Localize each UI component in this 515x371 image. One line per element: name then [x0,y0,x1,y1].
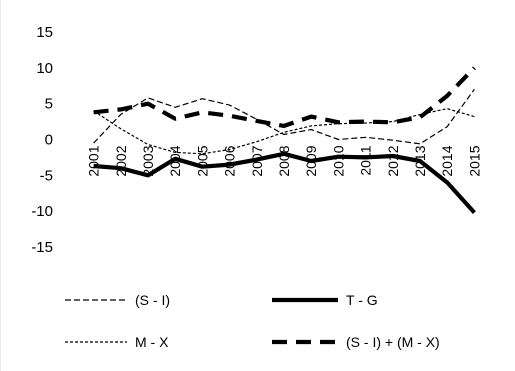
x-tick-label: 2014 [439,145,455,176]
y-tick-label: 0 [45,132,53,149]
legend-label-3: M - X [135,334,169,350]
series-line-1 [93,88,475,145]
y-tick-label: 5 [45,96,53,113]
x-tick-label: 2012 [385,145,401,176]
x-tick-label: 2002 [113,145,129,176]
x-axis-tick-labels: 2001 2002 2003 2004 2005 2006 2007 2008 2009 2010… [86,145,483,176]
x-tick-label: 2005 [194,145,210,176]
series-line-4 [93,66,476,129]
legend-label-4: (S - I) + (M - X) [346,334,440,350]
y-tick-label: -5 [40,167,53,184]
y-tick-label: 10 [36,60,53,77]
x-tick-label: 2006 [222,145,238,176]
series-lines [93,66,476,215]
legend-label-2: T - G [346,292,378,308]
legend-label-1: (S - I) [135,292,170,308]
series-line-2 [93,151,476,215]
x-tick-label: 2001 [86,145,102,176]
x-tick-label: 2010 [330,145,346,176]
y-tick-label: 15 [36,24,53,41]
x-tick-label: 2011 [358,145,374,175]
y-tick-label: -15 [31,239,53,256]
x-tick-label: 2008 [276,145,292,176]
legend: (S - I) T - G M - X (S - I) + (M - X) [65,292,440,350]
y-axis-tick-labels: 15 10 5 0 -5 -10 -15 [31,24,53,256]
x-tick-label: 2015 [466,145,482,176]
y-tick-label: -10 [31,203,53,220]
x-tick-label: 2003 [140,145,156,176]
series-line-3 [93,108,475,155]
